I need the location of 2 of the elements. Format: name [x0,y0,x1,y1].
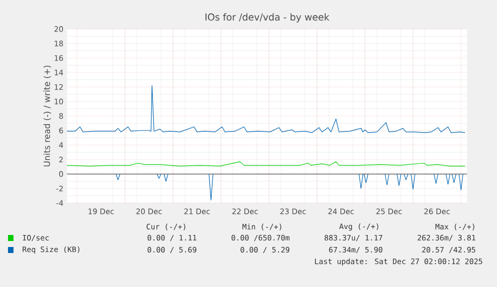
chart-title: IOs for /dev/vda - by week [206,13,330,22]
y-axis-title: Units read (-) / write (+) [43,66,52,166]
